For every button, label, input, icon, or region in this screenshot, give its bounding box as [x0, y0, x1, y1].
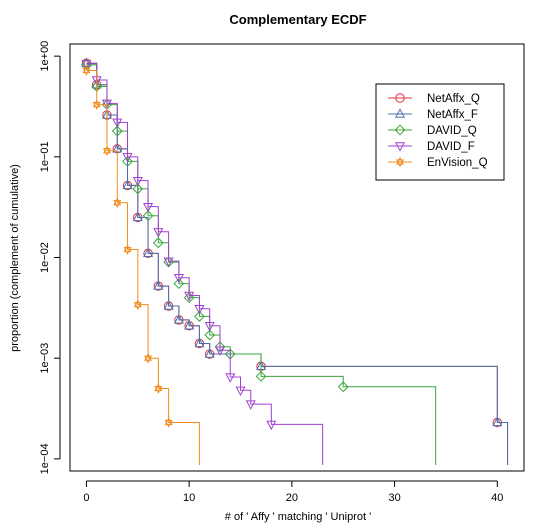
data-point-netaffx-f	[143, 247, 154, 258]
series-david-f	[81, 60, 324, 465]
data-point-netaffx-f	[173, 314, 184, 324]
legend-marker-david-f	[394, 142, 406, 152]
data-point-envision-q	[144, 352, 153, 364]
y-axis-label: proportion (complement of cumulative)	[9, 164, 21, 352]
data-point-david-f	[194, 305, 205, 315]
data-point-david-q	[142, 210, 154, 222]
data-point-david-q	[194, 311, 205, 322]
legend-label-netaffx-q: NetAffx_Q	[427, 93, 480, 105]
data-point-david-f	[101, 99, 113, 110]
data-point-david-f	[143, 202, 154, 213]
axis-layer: 0 10 20 30 40 1e+00 1e−01 1e−02 1e−03 1e−04	[39, 41, 503, 504]
data-point-david-f	[225, 373, 236, 383]
data-point-david-f	[153, 228, 164, 238]
chart-title: Complementary ECDF	[229, 12, 366, 27]
data-point-envision-q	[82, 65, 91, 76]
legend-label-david-f: DAVID_F	[427, 141, 475, 153]
x-tick-label: 0	[83, 492, 89, 504]
data-point-netaffx-f	[163, 300, 174, 310]
data-point-david-q	[132, 183, 144, 195]
data-point-david-f	[163, 257, 174, 267]
y-tick-label: 1e−02	[39, 242, 51, 273]
series-line-david-f	[86, 63, 324, 465]
data-point-david-q	[214, 341, 226, 353]
data-point-david-f	[173, 274, 184, 284]
x-axis-label: # of ' Affy ' matching ' Uniprot '	[225, 511, 371, 523]
x-tick-label: 30	[388, 492, 400, 504]
data-point-envision-q	[164, 417, 173, 428]
data-point-netaffx-f	[153, 280, 164, 290]
data-point-david-f	[112, 118, 123, 129]
x-tick-label: 10	[183, 492, 195, 504]
legend-marker-envision-q	[396, 156, 404, 168]
legend-label-envision-q: EnVision_Q	[427, 157, 488, 169]
series-layer	[81, 57, 509, 465]
data-point-david-f	[204, 322, 215, 332]
legend-marker-david-q	[394, 124, 406, 136]
legend-label-netaffx-f: NetAffx_F	[427, 109, 478, 121]
data-point-david-q	[204, 329, 216, 341]
legend-marker-netaffx-f	[394, 108, 406, 118]
data-point-david-f	[245, 400, 256, 410]
data-point-netaffx-f	[492, 416, 503, 427]
legend-label-david-q: DAVID_Q	[427, 125, 477, 137]
data-point-david-f	[214, 346, 225, 356]
data-point-david-q	[111, 125, 123, 137]
data-point-envision-q	[154, 383, 163, 394]
data-point-envision-q	[123, 244, 132, 255]
x-tick-label: 40	[491, 492, 503, 504]
legend: NetAffx_Q NetAffx_F DAVID_Q DAVID_F EnVision…	[375, 83, 505, 181]
data-point-david-q	[337, 381, 349, 393]
x-tick-label: 20	[286, 492, 298, 504]
data-point-netaffx-f	[194, 337, 205, 348]
y-tick-label: 1e−01	[39, 141, 51, 172]
legend-marker-netaffx-q	[395, 93, 405, 103]
series-line-envision-q	[86, 70, 200, 465]
data-point-david-f	[266, 420, 277, 431]
data-point-david-q	[183, 292, 195, 303]
data-point-david-f	[81, 60, 92, 70]
plot-frame	[69, 43, 525, 472]
data-point-david-f	[184, 291, 195, 302]
data-point-david-q	[255, 370, 267, 382]
data-point-netaffx-f	[184, 319, 195, 330]
series-envision-q	[82, 65, 200, 465]
y-tick-label: 1e+00	[39, 41, 51, 72]
data-point-envision-q	[92, 99, 101, 110]
data-point-envision-q	[133, 299, 142, 311]
data-point-netaffx-f	[132, 211, 143, 222]
data-point-netaffx-f	[204, 348, 215, 358]
data-point-david-f	[132, 176, 143, 187]
data-point-david-q	[122, 156, 133, 167]
data-point-david-q	[173, 278, 185, 290]
data-point-david-f	[122, 153, 133, 163]
y-tick-label: 1e−04	[39, 443, 51, 474]
data-point-envision-q	[113, 197, 122, 209]
data-point-envision-q	[103, 145, 111, 157]
data-point-netaffx-f	[122, 179, 133, 190]
data-point-david-q	[152, 237, 164, 249]
data-point-david-f	[235, 386, 246, 397]
y-tick-label: 1e−03	[39, 343, 51, 374]
